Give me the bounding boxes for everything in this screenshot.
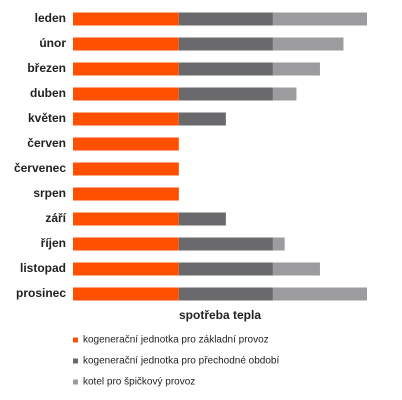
bar-segment bbox=[178, 87, 273, 101]
bar-segment bbox=[73, 137, 179, 151]
category-label: leden bbox=[35, 11, 66, 25]
bar-segment bbox=[272, 62, 320, 76]
bar-segment bbox=[178, 262, 273, 276]
bar-segment bbox=[178, 62, 273, 76]
legend-swatch bbox=[73, 379, 78, 385]
category-label: září bbox=[45, 211, 66, 225]
bar-segment bbox=[272, 262, 320, 276]
bar-segment bbox=[178, 12, 273, 26]
bar-segment bbox=[73, 212, 179, 226]
bar-segment bbox=[178, 37, 273, 51]
bar-segment bbox=[272, 12, 367, 26]
bar-segment bbox=[73, 37, 179, 51]
bar-segment bbox=[73, 12, 179, 26]
legend-label: kogenerační jednotka pro základní provoz bbox=[83, 335, 269, 346]
bar-segment bbox=[178, 212, 226, 226]
bar-segment bbox=[272, 237, 285, 251]
bar-segment bbox=[73, 162, 179, 176]
x-axis-label: spotřeba tepla bbox=[179, 308, 261, 322]
category-label: listopad bbox=[20, 261, 66, 275]
category-label: březen bbox=[27, 61, 66, 75]
bar-segment bbox=[272, 287, 367, 301]
bar-segment bbox=[73, 112, 179, 126]
category-label: říjen bbox=[41, 236, 66, 250]
legend-label: kotel pro špičkový provoz bbox=[83, 377, 195, 388]
bar-segment bbox=[178, 237, 273, 251]
category-label: duben bbox=[30, 86, 66, 100]
bar-segment bbox=[272, 87, 297, 101]
category-label: červen bbox=[27, 136, 66, 150]
bar-segment bbox=[73, 62, 179, 76]
legend-swatch bbox=[73, 358, 78, 364]
bar-segment bbox=[178, 287, 273, 301]
bar-segment bbox=[73, 287, 179, 301]
category-label: únor bbox=[39, 36, 66, 50]
bar-segment bbox=[73, 237, 179, 251]
category-label: červenec bbox=[14, 161, 66, 175]
category-label: srpen bbox=[33, 186, 66, 200]
bar-segment bbox=[178, 112, 226, 126]
category-label: květen bbox=[28, 111, 66, 125]
category-label: prosinec bbox=[16, 286, 66, 300]
bar-segment bbox=[73, 87, 179, 101]
legend-label: kogenerační jednotka pro přechodné obdob… bbox=[83, 356, 279, 367]
bar-segment bbox=[73, 262, 179, 276]
bar-segment bbox=[272, 37, 344, 51]
legend-swatch bbox=[73, 337, 78, 343]
bar-segment bbox=[73, 187, 179, 201]
